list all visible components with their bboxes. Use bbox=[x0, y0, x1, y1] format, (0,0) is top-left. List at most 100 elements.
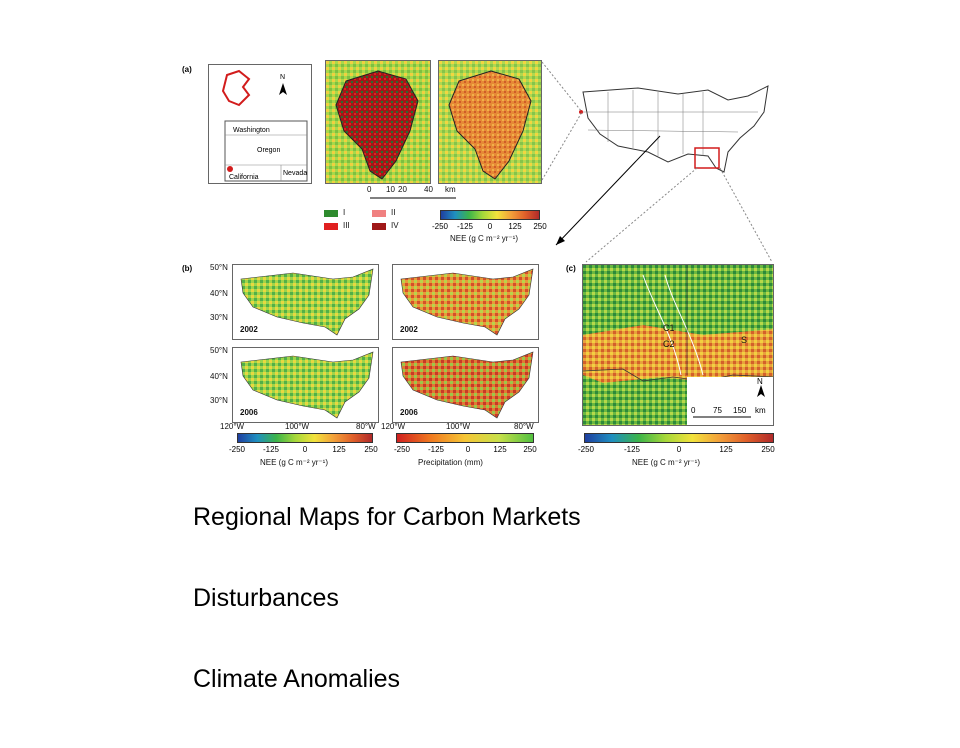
year-label-nee-2002: 2002 bbox=[240, 325, 258, 334]
legend-label-ii: II bbox=[391, 208, 396, 217]
oregon-label: Oregon bbox=[257, 147, 280, 154]
bullet-climate-anomalies: Climate Anomalies bbox=[193, 665, 401, 693]
cb-a-tick-4: 250 bbox=[533, 222, 547, 231]
lat-40-top: 40°N bbox=[210, 289, 228, 298]
cb-b-nee-tick-1: -125 bbox=[262, 445, 280, 454]
panel-b-nee-label: NEE (g C m⁻² yr⁻¹) bbox=[260, 458, 328, 467]
lon-120-right: 120°W bbox=[381, 422, 406, 431]
precip-map-2002 bbox=[392, 264, 539, 340]
panel-b-label: (b) bbox=[182, 264, 193, 273]
scale-tick-20: 20 bbox=[398, 185, 407, 194]
panel-b-precip-colorbar bbox=[396, 433, 534, 443]
cb-b-pr-tick-4: 250 bbox=[523, 445, 537, 454]
scale-bar-svg bbox=[370, 197, 456, 199]
cb-c-tick-1: -125 bbox=[623, 445, 641, 454]
washington-label: Washington bbox=[233, 127, 270, 134]
year-label-nee-2006: 2006 bbox=[240, 408, 258, 417]
legend-label-iv: IV bbox=[391, 221, 399, 230]
study-area-box bbox=[694, 147, 720, 169]
cb-a-tick-1: -125 bbox=[456, 222, 474, 231]
lon-120-left: 120°W bbox=[220, 422, 245, 431]
cb-b-nee-tick-0: -250 bbox=[228, 445, 246, 454]
legend-label-iii: III bbox=[343, 221, 350, 230]
panel-c-regional-nee-map: C1 C2 S N 0 75 150 km bbox=[582, 264, 774, 426]
scale-unit: km bbox=[445, 185, 456, 194]
north-c-label: N bbox=[757, 377, 763, 386]
panel-b-precip-ticks: -250 -125 0 125 250 bbox=[393, 445, 537, 455]
north-arrow-c-icon bbox=[757, 385, 765, 397]
panel-c-nee-colorbar bbox=[584, 433, 774, 443]
scale-c-tick-150: 150 bbox=[733, 406, 747, 415]
scale-tick-40: 40 bbox=[424, 185, 433, 194]
watershed-nee-region bbox=[448, 70, 532, 180]
lat-50-bottom: 50°N bbox=[210, 346, 228, 355]
panel-a-locator-svg: N Washington Oregon California Nevada bbox=[221, 69, 308, 182]
north-arrow-icon bbox=[279, 83, 287, 95]
watershed-outline bbox=[221, 69, 251, 107]
legend-swatch-ii bbox=[372, 210, 386, 217]
legend-label-i: I bbox=[343, 208, 346, 217]
panel-a-nee-map bbox=[438, 60, 542, 184]
lat-30-bottom: 30°N bbox=[210, 396, 228, 405]
cb-a-tick-3: 125 bbox=[508, 222, 522, 231]
panel-a-legend: I III II IV bbox=[324, 208, 424, 238]
year-label-precip-2006: 2006 bbox=[400, 408, 418, 417]
legend-swatch-iii bbox=[324, 223, 338, 230]
cb-c-tick-4: 250 bbox=[761, 445, 775, 454]
panel-b-nee-colorbar bbox=[237, 433, 373, 443]
panel-a-label: (a) bbox=[182, 65, 192, 74]
cb-a-tick-0: -250 bbox=[431, 222, 449, 231]
watershed-classified-region bbox=[335, 70, 419, 180]
legend-swatch-iv bbox=[372, 223, 386, 230]
lat-50-top: 50°N bbox=[210, 263, 228, 272]
panel-b-precip-label: Precipitation (mm) bbox=[418, 458, 483, 467]
lat-30-top: 30°N bbox=[210, 313, 228, 322]
nee-map-2002 bbox=[232, 264, 379, 340]
cb-b-pr-tick-1: -125 bbox=[427, 445, 445, 454]
scale-tick-10: 10 bbox=[386, 185, 395, 194]
panel-b-nee-ticks: -250 -125 0 125 250 bbox=[229, 445, 378, 455]
cb-b-nee-tick-3: 125 bbox=[332, 445, 346, 454]
lon-100-right: 100°W bbox=[446, 422, 471, 431]
california-label: California bbox=[229, 174, 259, 181]
cb-b-pr-tick-3: 125 bbox=[493, 445, 507, 454]
precip-map-2006 bbox=[392, 347, 539, 423]
site-marker-overview bbox=[579, 110, 583, 114]
cb-a-tick-2: 0 bbox=[487, 222, 493, 231]
lon-80-left: 80°W bbox=[356, 422, 376, 431]
cb-b-pr-tick-0: -250 bbox=[393, 445, 411, 454]
scale-c-tick-0: 0 bbox=[691, 406, 696, 415]
cb-c-tick-2: 0 bbox=[676, 445, 682, 454]
region-c2-label: C2 bbox=[663, 339, 675, 349]
panel-a-scale-bar bbox=[360, 184, 470, 208]
panel-a-nee-colorbar bbox=[440, 210, 540, 220]
region-s-label: S bbox=[741, 335, 747, 345]
cb-b-nee-tick-4: 250 bbox=[364, 445, 378, 454]
site-marker bbox=[227, 166, 233, 172]
lat-40-bottom: 40°N bbox=[210, 372, 228, 381]
panel-c-colorbar-label: NEE (g C m⁻² yr⁻¹) bbox=[632, 458, 700, 467]
panel-a-colorbar-ticks: -250 -125 0 125 250 bbox=[432, 222, 547, 232]
year-label-precip-2002: 2002 bbox=[400, 325, 418, 334]
cb-b-nee-tick-2: 0 bbox=[302, 445, 308, 454]
cb-c-tick-3: 125 bbox=[719, 445, 733, 454]
scale-c-tick-75: 75 bbox=[713, 406, 722, 415]
lon-100-left: 100°W bbox=[285, 422, 310, 431]
panel-c-label: (c) bbox=[566, 264, 576, 273]
nevada-label: Nevada bbox=[283, 170, 307, 177]
scale-tick-0: 0 bbox=[367, 185, 372, 194]
panel-a-disturbance-map bbox=[325, 60, 431, 184]
us-overview-map bbox=[578, 82, 773, 182]
panel-c-colorbar-ticks: -250 -125 0 125 250 bbox=[578, 445, 775, 455]
scale-c-unit: km bbox=[755, 406, 766, 415]
bullet-list: Regional Maps for Carbon Markets Disturb… bbox=[193, 505, 581, 748]
nee-map-2006 bbox=[232, 347, 379, 423]
panel-a-colorbar-label: NEE (g C m⁻² yr⁻¹) bbox=[450, 234, 518, 243]
cb-b-pr-tick-2: 0 bbox=[465, 445, 471, 454]
bullet-disturbances: Disturbances bbox=[193, 584, 339, 612]
legend-swatch-i bbox=[324, 210, 338, 217]
cb-c-tick-0: -250 bbox=[577, 445, 595, 454]
bullet-regional-maps: Regional Maps for Carbon Markets bbox=[193, 503, 581, 531]
panel-a-locator-inset: N Washington Oregon California Nevada bbox=[208, 64, 312, 184]
region-c1-label: C1 bbox=[663, 323, 675, 333]
